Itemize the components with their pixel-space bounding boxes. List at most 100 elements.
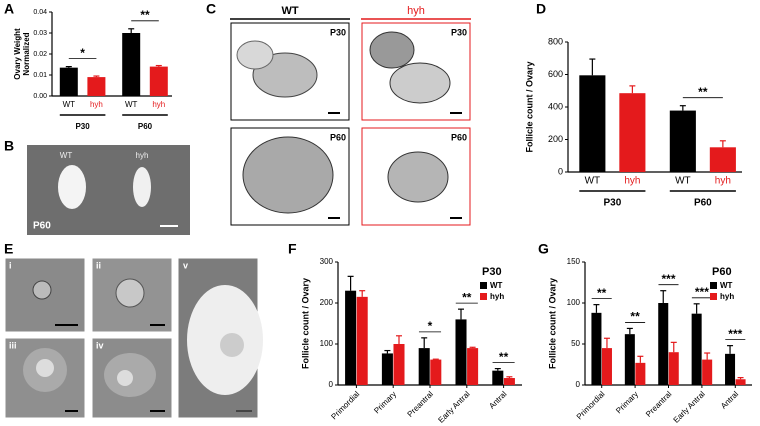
column-header: WT [281,5,298,17]
bar [725,353,736,385]
y-tick-label: 200 [320,298,334,307]
x-tick-label: Primary [372,390,398,416]
group-label: P60 [138,122,153,131]
bar [59,67,78,96]
bar [393,344,405,385]
y-axis-label: Ovary Weight [13,28,22,80]
significance-label: *** [695,285,709,299]
legend-swatch [480,282,487,289]
significance-label: * [80,46,85,60]
bar [668,352,679,385]
legend-label: hyh [490,292,504,301]
panel-letter: F [288,241,297,257]
y-tick-label: 0.00 [33,93,47,100]
bar [691,313,702,385]
y-axis-label: Normalized [22,32,31,75]
x-tick-label: Primary [614,390,640,416]
y-tick-label: 600 [548,69,563,79]
bar [503,378,515,385]
bar [658,303,669,385]
significance-label: ** [597,286,607,300]
y-tick-label: 0.03 [33,30,47,37]
x-tick-label: Early Antral [436,389,471,424]
y-tick-label: 0 [576,380,581,389]
y-tick-label: 50 [571,339,580,348]
age-label: P60 [451,132,467,142]
roman-label: v [183,260,188,270]
bar [418,348,430,385]
y-tick-label: 0.04 [33,9,47,16]
bar [381,353,393,385]
group-label: P60 [694,198,712,209]
panel-letter: B [4,138,14,154]
bar [122,33,141,96]
legend-swatch [710,293,717,300]
significance-label: *** [661,272,675,286]
x-tick-label: Primordial [575,389,607,421]
bar [467,348,479,385]
photo-label: P60 [33,221,51,232]
x-tick-label: Early Antral [672,389,707,424]
x-tick-label: Antral [719,389,740,410]
x-tick-label: WT [63,100,76,109]
panel-letter: A [4,1,14,17]
x-tick-label: hyh [90,100,103,109]
roman-label: iii [9,340,17,350]
panel-letter: D [536,1,546,17]
significance-label: *** [728,327,742,341]
x-tick-label: Preantral [406,389,435,418]
group-label: P30 [75,122,90,131]
significance-label: ** [630,310,640,324]
panel-letter: E [4,241,13,257]
significance-label: ** [462,290,472,304]
y-axis-label: Follicle count / Ovary [524,61,534,152]
bar [430,359,442,385]
bar [601,348,612,385]
y-tick-label: 200 [548,134,563,144]
bar [356,296,368,385]
bar [591,312,602,385]
x-tick-label: Antral [487,389,508,410]
significance-label: ** [698,85,708,99]
age-label: P60 [330,132,346,142]
x-tick-label: WT [675,176,691,187]
photo-b [27,145,190,235]
legend-label: WT [720,281,733,290]
y-tick-label: 0 [329,380,334,389]
y-tick-label: 400 [548,101,563,111]
photo-label: WT [60,151,73,160]
bar [149,66,168,96]
roman-label: ii [96,260,101,270]
bar [702,359,713,385]
y-tick-label: 0.02 [33,51,47,58]
x-tick-label: hyh [715,176,731,187]
y-tick-label: 100 [567,298,581,307]
chart-title: P30 [482,266,502,278]
y-tick-label: 800 [548,36,563,46]
x-tick-label: WT [585,176,601,187]
significance-label: * [428,319,433,333]
x-tick-label: hyh [624,176,640,187]
panel-letter: G [538,241,549,257]
y-tick-label: 0.01 [33,72,47,79]
legend-label: WT [490,281,503,290]
y-tick-label: 300 [320,257,334,266]
age-label: P30 [330,27,346,37]
bar [455,319,467,385]
chart-title: P60 [712,266,732,278]
bar [579,75,606,172]
x-tick-label: hyh [152,100,165,109]
significance-label: ** [499,350,509,364]
legend-swatch [710,282,717,289]
x-tick-label: Preantral [644,389,673,418]
significance-label: ** [140,8,150,22]
y-tick-label: 150 [567,257,581,266]
x-tick-label: WT [125,100,138,109]
x-tick-label: Primordial [329,389,361,421]
column-header: hyh [407,5,425,17]
bar [669,110,696,172]
bar [492,370,504,385]
y-tick-label: 0 [558,166,563,176]
